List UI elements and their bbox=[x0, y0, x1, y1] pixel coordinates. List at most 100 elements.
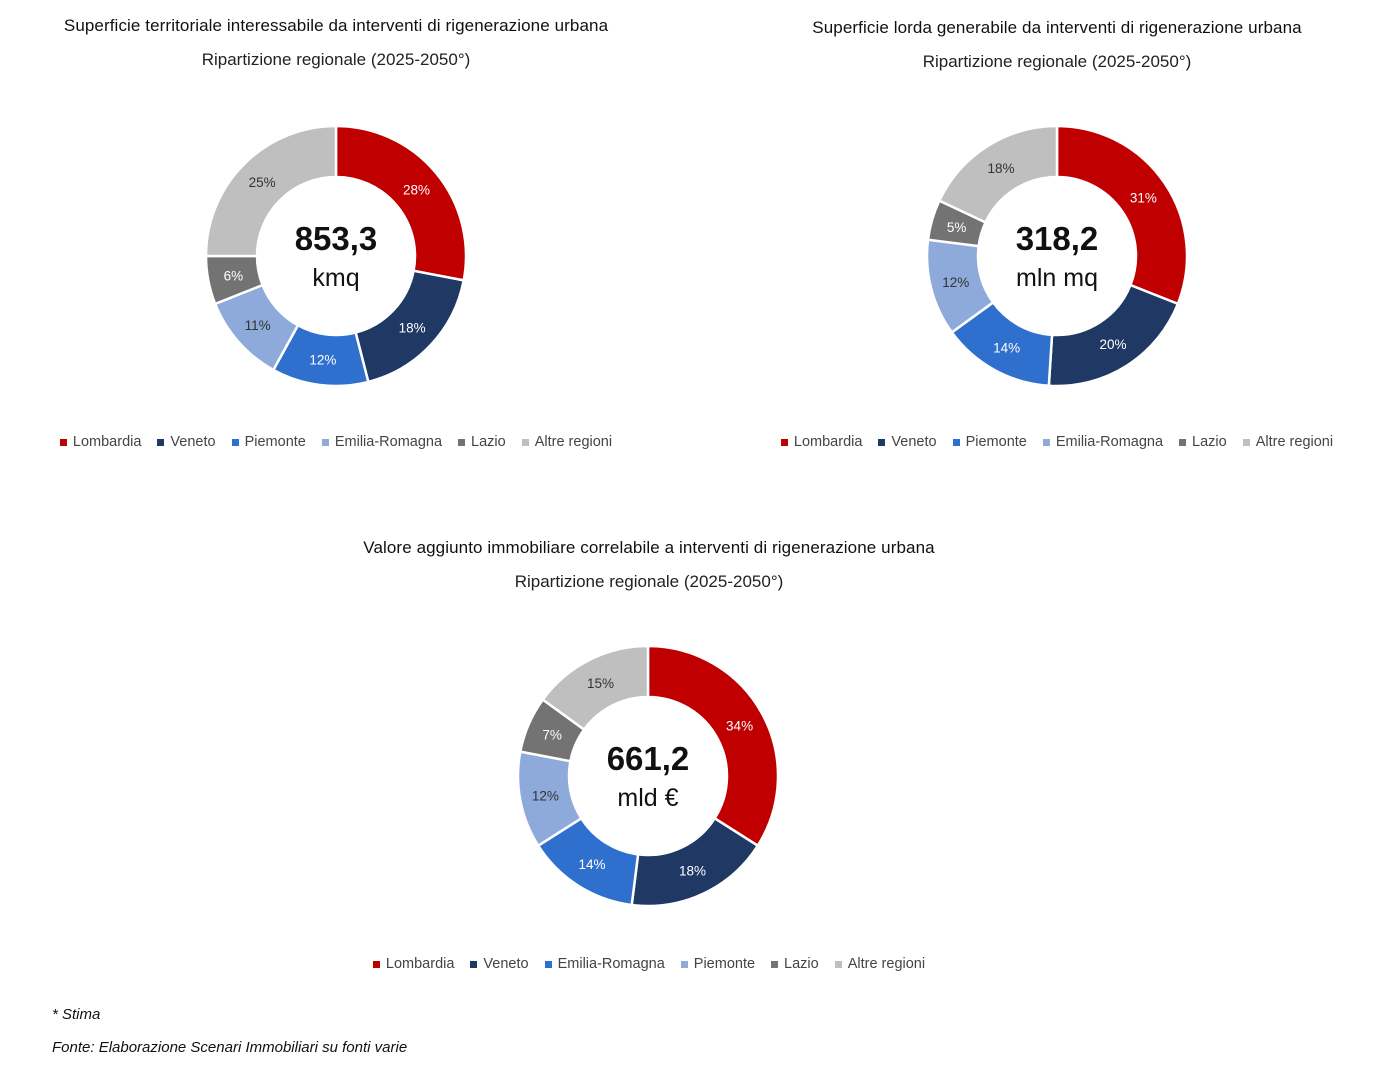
footnote-fonte: Fonte: Elaborazione Scenari Immobiliari … bbox=[52, 1039, 408, 1056]
legend-swatch bbox=[878, 438, 886, 446]
data-label-lazio: 5% bbox=[947, 220, 967, 235]
chart-subtitle: Ripartizione regionale (2025-2050°) bbox=[922, 52, 1192, 71]
legend-swatch bbox=[321, 438, 329, 446]
chart-subtitle: Ripartizione regionale (2025-2050°) bbox=[201, 50, 471, 69]
legend-item-emilia-romagna: Emilia-Romagna bbox=[544, 956, 665, 972]
legend-swatch bbox=[780, 438, 788, 446]
data-label-altre-regioni: 18% bbox=[987, 161, 1014, 176]
legend-item-piemonte: Piemonte bbox=[952, 434, 1027, 450]
legend-swatch bbox=[680, 960, 688, 968]
legend-label: Altre regioni bbox=[847, 956, 926, 972]
data-label-veneto: 18% bbox=[399, 321, 426, 336]
chart-legend: Lombardia Veneto Emilia-Romagna Piemonte Laz… bbox=[349, 956, 949, 972]
data-label-veneto: 18% bbox=[679, 864, 706, 879]
legend-item-piemonte: Piemonte bbox=[680, 956, 756, 972]
chart-title: Superficie lorda generabile da intervent… bbox=[812, 18, 1302, 37]
legend-label: Lombardia bbox=[72, 434, 142, 450]
donut-chart: 31% 20% 14% 12% 5% 18% 318,2 mln mq bbox=[925, 124, 1189, 388]
slice-altre-regioni bbox=[937, 124, 1059, 225]
legend-label: Veneto bbox=[891, 434, 937, 450]
legend-item-emilia-romagna: Emilia-Romagna bbox=[321, 434, 443, 450]
legend-label: Piemonte bbox=[693, 956, 756, 972]
center-unit: mln mq bbox=[1016, 264, 1098, 292]
legend-item-veneto: Veneto bbox=[878, 434, 937, 450]
chart-panel-territoriale: Superficie territoriale interessabile da… bbox=[36, 10, 636, 470]
legend-swatch bbox=[1179, 438, 1187, 446]
center-value: 853,3 bbox=[295, 220, 378, 257]
legend-swatch bbox=[834, 960, 842, 968]
legend-item-veneto: Veneto bbox=[470, 956, 529, 972]
legend-item-lazio: Lazio bbox=[771, 956, 819, 972]
legend-swatch bbox=[458, 438, 466, 446]
legend-swatch bbox=[544, 960, 552, 968]
slice-altre-regioni bbox=[204, 124, 338, 258]
legend-item-lombardia: Lombardia bbox=[780, 434, 863, 450]
slice-lombardia bbox=[646, 644, 780, 848]
chart-legend: Lombardia Veneto Piemonte Emilia-Romagna Laz… bbox=[36, 434, 636, 450]
legend-swatch bbox=[1042, 438, 1050, 446]
legend-label: Lazio bbox=[784, 956, 819, 972]
footnote-stima: * Stima bbox=[52, 1006, 101, 1023]
center-unit: kmq bbox=[312, 264, 359, 292]
legend-swatch bbox=[521, 438, 529, 446]
data-label-emilia-romagna: 14% bbox=[578, 857, 605, 872]
legend-swatch bbox=[1242, 438, 1250, 446]
slice-lombardia bbox=[1055, 124, 1189, 306]
chart-subtitle: Ripartizione regionale (2025-2050°) bbox=[514, 572, 784, 591]
data-label-lombardia: 31% bbox=[1130, 190, 1157, 205]
legend-label: Emilia-Romagna bbox=[334, 434, 443, 450]
legend-label: Veneto bbox=[483, 956, 529, 972]
legend-item-piemonte: Piemonte bbox=[231, 434, 306, 450]
legend-item-veneto: Veneto bbox=[157, 434, 216, 450]
chart-panel-valore-aggiunto: Valore aggiunto immobiliare correlabile … bbox=[349, 532, 949, 992]
data-label-piemonte: 14% bbox=[993, 341, 1020, 356]
data-label-veneto: 20% bbox=[1099, 337, 1126, 352]
legend-swatch bbox=[952, 438, 960, 446]
legend-item-lazio: Lazio bbox=[458, 434, 506, 450]
data-label-lombardia: 28% bbox=[403, 182, 430, 197]
chart-panel-superficie-lorda: Superficie lorda generabile da intervent… bbox=[757, 12, 1357, 472]
chart-title: Superficie territoriale interessabile da… bbox=[63, 16, 609, 35]
data-label-emilia-romagna: 11% bbox=[245, 318, 271, 333]
legend-label: Emilia-Romagna bbox=[557, 956, 665, 972]
legend-swatch bbox=[157, 438, 165, 446]
legend-item-lombardia: Lombardia bbox=[372, 956, 455, 972]
legend-label: Lazio bbox=[1192, 434, 1227, 450]
legend-item-altre-regioni: Altre regioni bbox=[1242, 434, 1334, 450]
legend-label: Altre regioni bbox=[534, 434, 613, 450]
center-value: 318,2 bbox=[1016, 220, 1099, 257]
data-label-piemonte: 12% bbox=[309, 353, 336, 368]
legend-label: Veneto bbox=[170, 434, 216, 450]
data-label-lazio: 7% bbox=[542, 727, 562, 742]
donut-chart: 34% 18% 14% 12% 7% 15% 661,2 mld € bbox=[516, 644, 780, 908]
legend-swatch bbox=[231, 438, 239, 446]
legend-item-emilia-romagna: Emilia-Romagna bbox=[1042, 434, 1164, 450]
data-label-lazio: 6% bbox=[224, 269, 244, 284]
legend-label: Piemonte bbox=[965, 434, 1027, 450]
legend-swatch bbox=[59, 438, 67, 446]
legend-label: Lazio bbox=[471, 434, 506, 450]
legend-swatch bbox=[372, 960, 380, 968]
donut-chart: 28% 18% 12% 11% 6% 25% 853,3 kmq bbox=[204, 124, 468, 388]
legend-label: Emilia-Romagna bbox=[1055, 434, 1164, 450]
legend-label: Altre regioni bbox=[1255, 434, 1334, 450]
legend-swatch bbox=[470, 960, 478, 968]
data-label-altre-regioni: 15% bbox=[587, 676, 614, 691]
data-label-altre-regioni: 25% bbox=[249, 175, 276, 190]
legend-label: Lombardia bbox=[385, 956, 455, 972]
center-unit: mld € bbox=[617, 784, 678, 812]
slice-veneto bbox=[1047, 283, 1180, 388]
slice-altre-regioni bbox=[541, 644, 650, 732]
chart-legend: Lombardia Veneto Piemonte Emilia-Romagna Laz… bbox=[757, 434, 1357, 450]
legend-item-lazio: Lazio bbox=[1179, 434, 1227, 450]
legend-item-lombardia: Lombardia bbox=[59, 434, 142, 450]
slice-lombardia bbox=[334, 124, 468, 282]
legend-item-altre-regioni: Altre regioni bbox=[521, 434, 613, 450]
legend-swatch bbox=[771, 960, 779, 968]
legend-item-altre-regioni: Altre regioni bbox=[834, 956, 926, 972]
data-label-lombardia: 34% bbox=[726, 719, 753, 734]
chart-title: Valore aggiunto immobiliare correlabile … bbox=[363, 538, 935, 557]
legend-label: Lombardia bbox=[793, 434, 863, 450]
data-label-emilia-romagna: 12% bbox=[942, 275, 969, 290]
data-label-piemonte: 12% bbox=[532, 789, 559, 804]
